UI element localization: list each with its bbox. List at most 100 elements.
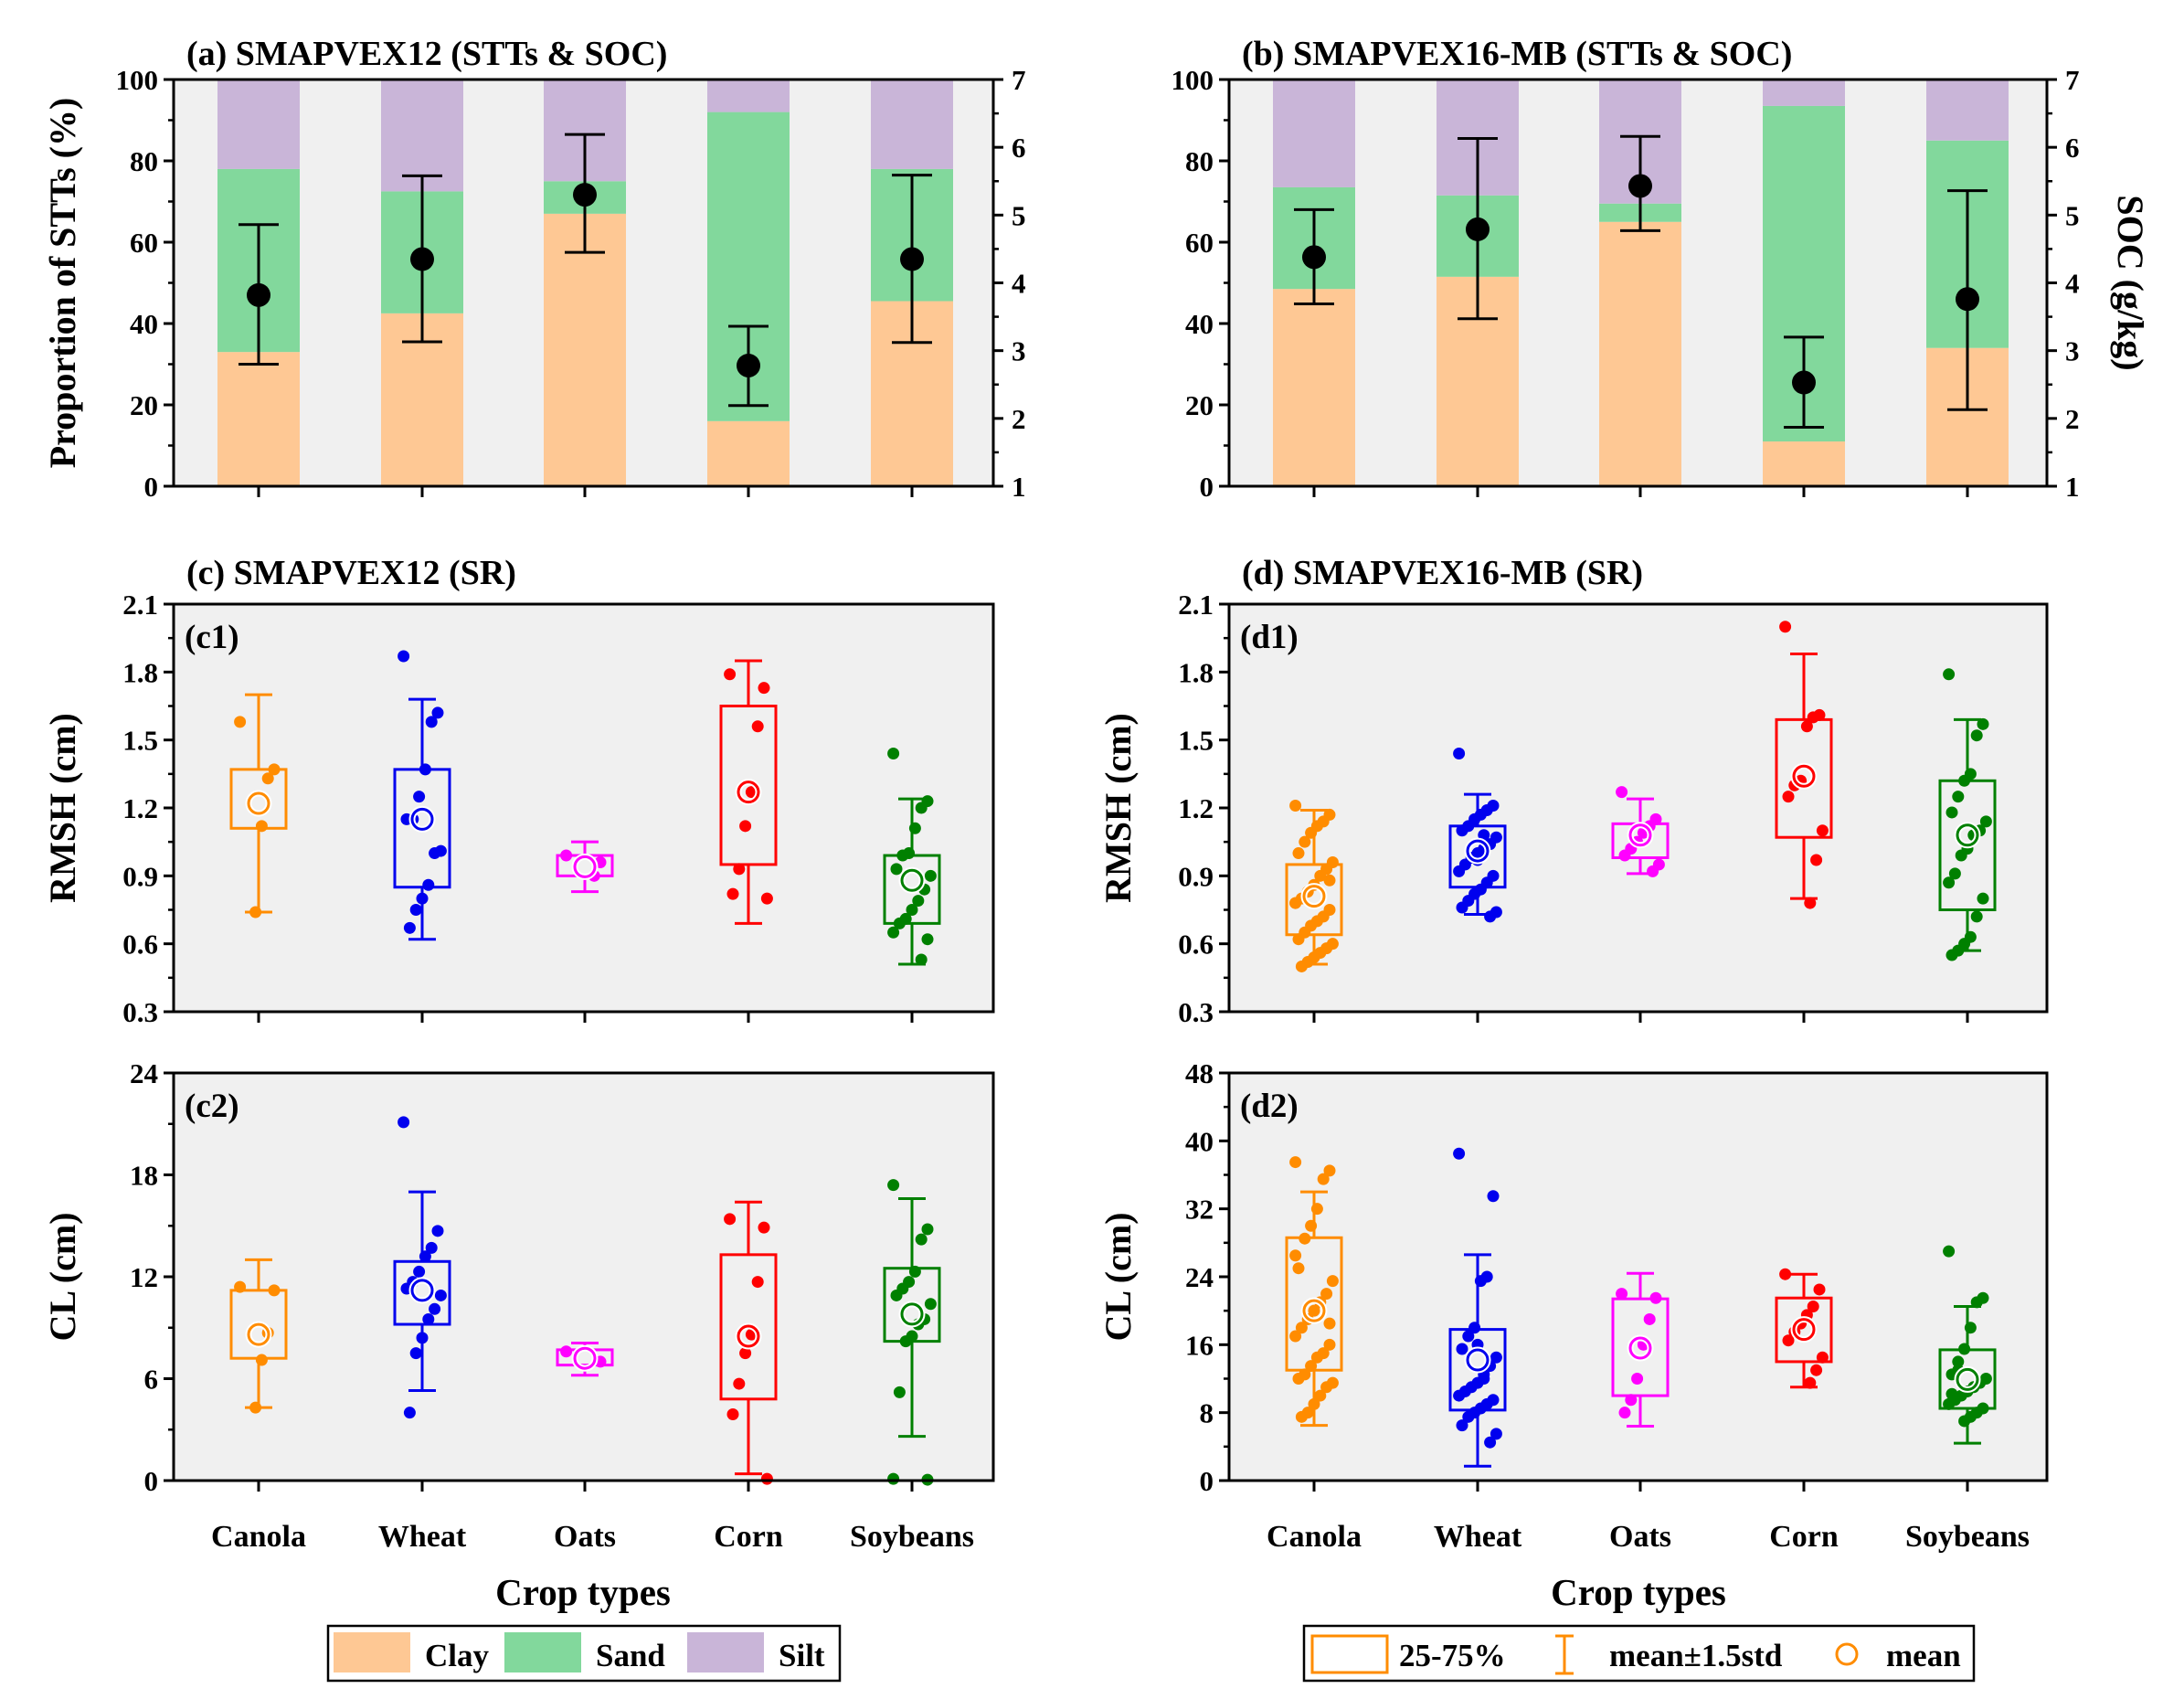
- data-point: [1292, 933, 1305, 946]
- data-point: [416, 1332, 429, 1344]
- data-point: [915, 1233, 928, 1246]
- data-point: [413, 791, 426, 803]
- plot-area-d2: [1229, 1073, 2047, 1481]
- data-point: [398, 650, 410, 663]
- y-tick-label-d1: 1.8: [1178, 656, 1214, 688]
- data-point: [1816, 1351, 1829, 1364]
- data-point: [1943, 1397, 1956, 1410]
- data-point: [255, 820, 268, 833]
- data-point: [1462, 1410, 1475, 1423]
- data-point: [409, 904, 422, 916]
- panel-label-d2: (d2): [1240, 1088, 1299, 1125]
- mean-marker: [410, 807, 434, 831]
- data-point: [1305, 1219, 1318, 1232]
- panel-label-c1: (c1): [185, 619, 239, 656]
- data-point: [1295, 960, 1308, 972]
- x-tick-label-c2: Soybeans: [850, 1520, 974, 1554]
- legend-mean-icon: [1835, 1642, 1859, 1666]
- mean-marker: [1302, 1299, 1326, 1322]
- data-point: [733, 1377, 746, 1390]
- y-tick-label-d1: 0.6: [1178, 929, 1214, 961]
- y-tick-label-d2: 40: [1185, 1125, 1214, 1157]
- data-point: [1292, 1373, 1305, 1385]
- data-point: [1453, 748, 1466, 760]
- mean-marker: [1956, 823, 1979, 847]
- data-point: [1631, 1373, 1644, 1385]
- y-tick-label-b: 0: [1200, 471, 1214, 503]
- data-point: [924, 1298, 937, 1311]
- y2-tick-label-b: 4: [2065, 268, 2080, 300]
- data-point: [1810, 854, 1823, 866]
- data-point: [1643, 1312, 1656, 1325]
- data-point: [1804, 1376, 1817, 1389]
- y-tick-label-c2: 6: [144, 1364, 159, 1396]
- data-point: [1456, 1343, 1468, 1355]
- data-point: [413, 1265, 426, 1278]
- soc-mean-point: [247, 282, 270, 307]
- data-point: [1484, 1436, 1497, 1449]
- data-point: [1625, 1394, 1638, 1407]
- data-point: [726, 887, 739, 900]
- data-point: [915, 802, 928, 814]
- y-axis-title-d1: RMSH (cm): [1097, 713, 1139, 903]
- y-tick-label-d2: 0: [1200, 1465, 1214, 1497]
- legend-swatch-clay: [334, 1632, 410, 1672]
- soc-mean-point: [410, 247, 434, 271]
- y2-tick-label-a: 3: [1012, 335, 1026, 367]
- data-point: [560, 849, 573, 862]
- mean-marker: [247, 1322, 270, 1346]
- y-axis-title-c1: RMSH (cm): [42, 713, 83, 903]
- panel-title-b: (b) SMAPVEX16-MB (STTs & SOC): [1242, 35, 1792, 73]
- bar-clay-oats: [544, 213, 626, 486]
- y2-tick-label-a: 4: [1012, 268, 1026, 300]
- data-point: [403, 921, 416, 934]
- data-point: [434, 1289, 447, 1301]
- data-point: [724, 1213, 737, 1226]
- legend-swatch-silt: [687, 1632, 764, 1672]
- data-point: [1943, 668, 1956, 681]
- data-point: [1970, 910, 1983, 923]
- mean-marker: [1302, 885, 1326, 908]
- y-tick-label-a: 100: [116, 64, 159, 96]
- iqr-box-corn: [1775, 717, 1833, 839]
- box-legend: [1302, 1624, 1976, 1683]
- data-point: [1308, 1397, 1320, 1410]
- y-tick-label-d1: 1.5: [1178, 725, 1214, 757]
- bar-silt-corn: [707, 80, 790, 112]
- y2-tick-label-a: 7: [1012, 64, 1026, 96]
- mean-marker: [1628, 823, 1652, 847]
- data-point: [893, 917, 906, 929]
- data-point: [739, 1347, 752, 1360]
- data-point: [906, 904, 918, 916]
- legend-label-silt: Silt: [779, 1638, 825, 1673]
- bar-clay-canola: [217, 352, 300, 486]
- data-point: [403, 1407, 416, 1419]
- y-tick-label-c1: 0.6: [122, 929, 158, 961]
- mean-marker: [1466, 839, 1490, 863]
- mean-marker: [573, 855, 597, 878]
- mean-marker: [247, 791, 270, 815]
- data-point: [1964, 1322, 1977, 1334]
- x-tick-label-c2: Oats: [554, 1520, 616, 1554]
- legend-label-range: 25-75%: [1399, 1638, 1506, 1673]
- y-tick-label-c2: 0: [144, 1465, 159, 1497]
- legend-label-whisker: mean±1.5std: [1609, 1638, 1783, 1673]
- data-point: [724, 668, 737, 681]
- data-point: [1952, 791, 1965, 803]
- data-point: [1314, 869, 1327, 882]
- y-tick-label-a: 0: [144, 471, 159, 503]
- data-point: [1320, 1288, 1333, 1301]
- data-point: [429, 1302, 441, 1315]
- data-point: [890, 1289, 903, 1301]
- data-point: [234, 1280, 247, 1293]
- data-point: [268, 1284, 281, 1297]
- data-point: [1490, 1351, 1502, 1364]
- data-point: [1314, 1389, 1327, 1402]
- data-point: [1943, 1245, 1956, 1258]
- data-point: [1320, 1381, 1333, 1394]
- data-point: [419, 1250, 431, 1263]
- data-point: [1958, 1415, 1971, 1428]
- bar-silt-soybeans: [871, 80, 953, 169]
- data-point: [751, 1276, 764, 1289]
